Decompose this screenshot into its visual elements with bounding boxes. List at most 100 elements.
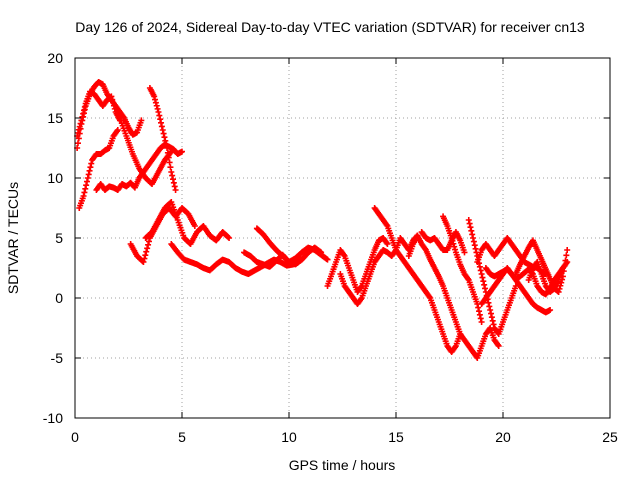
data-point <box>489 317 496 324</box>
y-tick-labels: -10 -5 0 5 10 15 20 <box>43 50 63 426</box>
data-point <box>160 130 167 137</box>
data-point <box>152 99 159 106</box>
data-point <box>448 235 455 241</box>
data-point <box>111 105 118 112</box>
data-point <box>74 140 81 147</box>
data-point <box>164 149 171 156</box>
data-point <box>141 255 148 262</box>
series-arc16 <box>418 229 468 256</box>
data-point <box>449 237 456 244</box>
data-point <box>486 303 493 310</box>
data-point <box>467 224 474 231</box>
data-point <box>110 102 117 109</box>
data-point <box>166 159 173 166</box>
data-point <box>384 241 391 247</box>
data-point <box>465 217 472 223</box>
data-point <box>167 164 174 171</box>
data-point <box>110 99 117 106</box>
data-point <box>75 126 82 133</box>
data-point <box>555 289 562 295</box>
data-point <box>485 299 492 306</box>
data-point <box>154 105 161 112</box>
series-arc22 <box>512 237 571 295</box>
data-point <box>563 252 570 259</box>
data-point <box>143 248 150 255</box>
data-point <box>78 117 85 124</box>
data-point <box>77 120 84 127</box>
data-point <box>138 117 145 124</box>
series-arc2 <box>74 88 123 139</box>
data-point <box>83 182 90 189</box>
data-point <box>452 246 459 253</box>
data-point <box>158 123 165 130</box>
chart-title: Day 126 of 2024, Sidereal Day-to-day VTE… <box>75 19 585 35</box>
data-point <box>451 243 458 250</box>
x-tick-labels: 0 5 10 15 20 25 <box>71 429 618 445</box>
y-tick-label: 20 <box>47 50 63 66</box>
data-point <box>157 116 164 123</box>
data-point <box>114 127 121 133</box>
data-point <box>478 271 485 277</box>
data-point <box>145 238 152 245</box>
data-point <box>171 183 178 190</box>
y-tick-label: 15 <box>47 110 63 126</box>
data-point <box>163 141 170 148</box>
y-tick-label: -10 <box>43 410 63 426</box>
data-point <box>477 315 484 322</box>
series-arc17 <box>440 213 485 325</box>
data-point <box>158 119 165 126</box>
axis-ticks <box>74 57 611 419</box>
data-point <box>82 185 89 192</box>
data-point <box>151 93 158 100</box>
data-point <box>83 178 90 185</box>
data-point <box>559 265 566 271</box>
data-point <box>556 285 563 292</box>
data-point <box>81 103 88 110</box>
data-point <box>225 234 232 241</box>
data-point <box>170 176 177 183</box>
data-point <box>479 274 486 281</box>
data-point <box>478 319 485 325</box>
data-point <box>168 148 175 155</box>
data-point <box>162 137 169 144</box>
data-point <box>226 235 233 241</box>
data-point <box>490 321 497 328</box>
data-point <box>477 267 484 274</box>
data-point <box>564 247 571 253</box>
data-point <box>74 129 81 136</box>
data-points <box>74 79 571 361</box>
data-point <box>152 96 159 103</box>
x-axis-label: GPS time / hours <box>289 457 396 473</box>
data-point <box>156 112 163 119</box>
data-point <box>159 127 166 133</box>
data-point <box>470 235 477 241</box>
data-point <box>144 245 151 252</box>
series-arc23 <box>525 259 566 295</box>
data-point <box>475 304 482 311</box>
data-point <box>155 109 162 115</box>
series-arc14 <box>371 205 464 355</box>
data-point <box>165 154 172 161</box>
x-tick-label: 25 <box>602 429 618 445</box>
x-tick-label: 0 <box>71 429 79 445</box>
data-point <box>468 227 475 234</box>
data-point <box>145 241 152 248</box>
data-point <box>547 307 554 313</box>
data-point <box>87 164 94 171</box>
data-point <box>480 278 487 285</box>
data-point <box>169 172 176 179</box>
data-point <box>476 311 483 318</box>
data-point <box>470 238 477 245</box>
data-point <box>562 257 569 264</box>
data-point <box>109 96 116 103</box>
data-point <box>481 281 488 288</box>
y-tick-label: -5 <box>51 350 64 366</box>
data-point <box>172 187 179 193</box>
data-point <box>472 245 479 252</box>
series-arc18 <box>465 217 519 337</box>
series-arc15 <box>405 232 502 361</box>
data-point <box>142 252 149 259</box>
data-point <box>84 175 91 181</box>
